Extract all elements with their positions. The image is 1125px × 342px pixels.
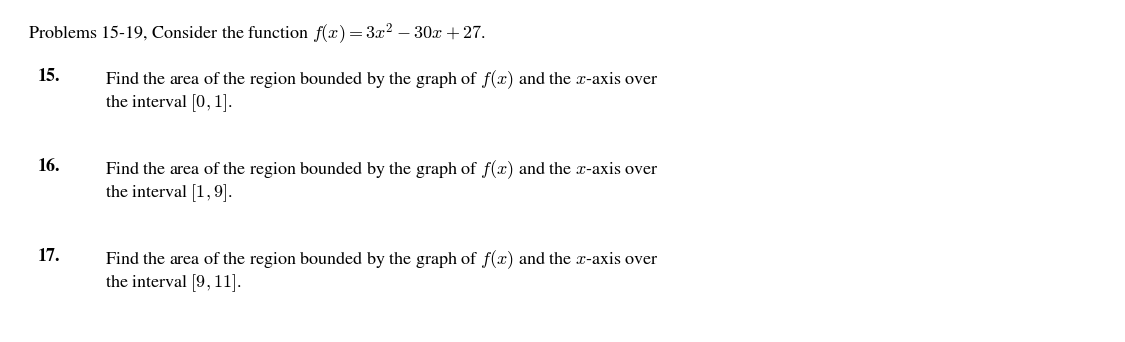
Text: Problems 15-19, Consider the function $f(x) = 3x^2 - 30x + 27$.: Problems 15-19, Consider the function $f…	[28, 22, 486, 47]
Text: 16.: 16.	[37, 158, 60, 175]
Text: 17.: 17.	[37, 248, 60, 265]
Text: the interval $[9, 11]$.: the interval $[9, 11]$.	[105, 272, 242, 294]
Text: the interval $[0, 1]$.: the interval $[0, 1]$.	[105, 92, 233, 114]
Text: Find the area of the region bounded by the graph of $f(x)$ and the $x$-axis over: Find the area of the region bounded by t…	[105, 158, 659, 181]
Text: Find the area of the region bounded by the graph of $f(x)$ and the $x$-axis over: Find the area of the region bounded by t…	[105, 248, 659, 271]
Text: 15.: 15.	[37, 68, 60, 85]
Text: Find the area of the region bounded by the graph of $f(x)$ and the $x$-axis over: Find the area of the region bounded by t…	[105, 68, 659, 91]
Text: the interval $[1, 9]$.: the interval $[1, 9]$.	[105, 182, 233, 204]
